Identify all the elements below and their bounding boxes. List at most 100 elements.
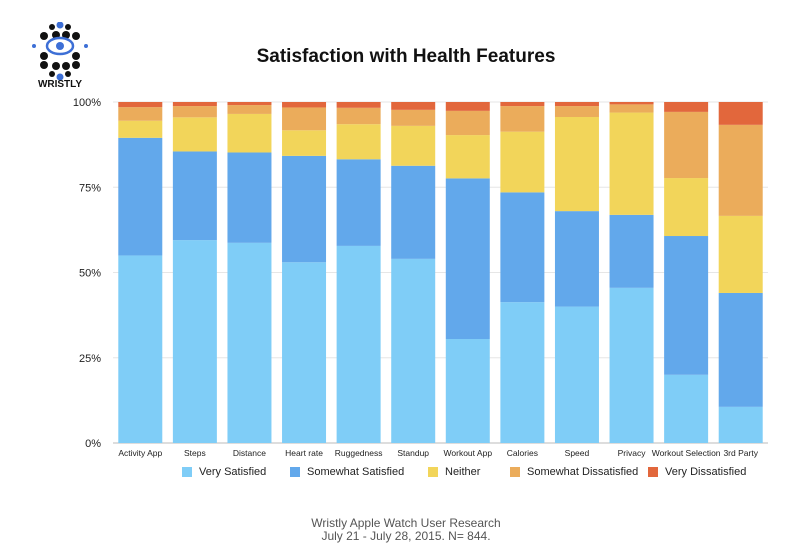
x-tick-label: Heart rate (285, 448, 323, 458)
bar-segment-neither (336, 124, 381, 160)
bar-segment-very-satisfied (664, 374, 709, 443)
bar-segment-very-dissatisfied (718, 102, 763, 125)
legend-label: Somewhat Dissatisfied (527, 466, 639, 478)
bar-segment-somewhat-dissatisfied (282, 107, 327, 131)
bar-segment-somewhat-satisfied (227, 152, 272, 243)
x-tick-label: Steps (184, 448, 206, 458)
bar-segment-neither (227, 113, 272, 153)
legend-item: Somewhat Dissatisfied (510, 466, 638, 478)
bar-segment-somewhat-dissatisfied (336, 107, 381, 125)
bar-segment-very-satisfied (282, 262, 327, 443)
y-tick-label: 100% (73, 97, 101, 109)
bar-segment-very-dissatisfied (118, 102, 163, 108)
bar-segment-very-dissatisfied (500, 102, 545, 107)
bar-segment-very-satisfied (609, 287, 654, 443)
bar-segment-somewhat-satisfied (336, 159, 381, 246)
bar-segment-somewhat-dissatisfied (172, 106, 217, 118)
legend-swatch (182, 467, 192, 477)
bar-segment-neither (554, 117, 599, 212)
bar-segment-somewhat-dissatisfied (718, 124, 763, 216)
bar-segment-very-dissatisfied (391, 102, 436, 110)
y-tick-label: 75% (79, 182, 101, 194)
bar-segment-very-dissatisfied (609, 102, 654, 105)
x-tick-label: Workout Selection (652, 448, 721, 458)
x-tick-label: Privacy (618, 448, 647, 458)
legend-item: Somewhat Satisfied (290, 466, 404, 478)
x-tick-label: 3rd Party (723, 448, 758, 458)
bar-segment-somewhat-dissatisfied (445, 110, 490, 136)
bar-segment-somewhat-dissatisfied (609, 104, 654, 113)
bar-segment-very-satisfied (554, 306, 599, 443)
x-tick-label: Distance (233, 448, 266, 458)
bar-segment-somewhat-dissatisfied (227, 105, 272, 114)
bar-segment-somewhat-satisfied (500, 192, 545, 303)
bar-segment-very-dissatisfied (445, 102, 490, 111)
legend: Very Satisfied Somewhat Satisfied Neither S… (0, 466, 800, 482)
bar-segment-very-satisfied (718, 406, 763, 443)
wristly-logo: WRISTLY (32, 22, 88, 88)
bar-segment-somewhat-dissatisfied (500, 106, 545, 132)
legend-swatch (510, 467, 520, 477)
footer-dates: July 21 - July 28, 2015. N= 844. (321, 529, 491, 543)
legend-swatch (428, 467, 438, 477)
x-tick-label: Activity App (118, 448, 162, 458)
y-tick-label: 50% (79, 268, 101, 280)
legend-label: Neither (445, 466, 481, 478)
y-tick-label: 0% (85, 438, 101, 450)
legend-label: Somewhat Satisfied (307, 466, 405, 478)
legend-item: Very Dissatisfied (648, 466, 746, 478)
bar-segment-very-dissatisfied (664, 102, 709, 112)
x-tick-label: Standup (397, 448, 429, 458)
bar-segment-somewhat-satisfied (718, 292, 763, 407)
bar-segment-very-satisfied (500, 302, 545, 443)
bar-segment-very-satisfied (118, 255, 163, 443)
legend-item: Very Satisfied (182, 466, 266, 478)
legend-swatch (648, 467, 658, 477)
bar-segment-somewhat-satisfied (445, 178, 490, 339)
x-tick-label: Calories (507, 448, 538, 458)
bar-segment-very-dissatisfied (227, 102, 272, 106)
bar-segment-very-satisfied (391, 258, 436, 443)
chart-title: Satisfaction with Health Features (256, 46, 556, 67)
bar-segment-very-dissatisfied (282, 102, 327, 108)
bar-segment-somewhat-satisfied (664, 236, 709, 375)
bar-segment-neither (664, 178, 709, 237)
bar-segment-somewhat-satisfied (282, 155, 327, 263)
y-tick-label: 25% (79, 353, 101, 365)
bar-segment-very-satisfied (227, 242, 272, 443)
svg-text:WRISTLY: WRISTLY (38, 79, 82, 88)
bar-segment-very-dissatisfied (172, 102, 217, 107)
bar-segment-somewhat-dissatisfied (118, 107, 163, 121)
footer-source: Wristly Apple Watch User Research (311, 516, 501, 530)
bar-segment-neither (282, 130, 327, 156)
stacked-bar-chart: 0% 25% 50% 75% 100% Activity App Steps Distance… (73, 97, 768, 458)
bar-segment-very-satisfied (445, 338, 490, 443)
bar-segment-neither (609, 112, 654, 215)
bar-segment-somewhat-dissatisfied (554, 106, 599, 118)
bar-segment-somewhat-satisfied (172, 151, 217, 241)
bar-segment-neither (718, 215, 763, 293)
bar-segment-neither (500, 131, 545, 193)
bar-segment-very-satisfied (172, 240, 217, 443)
bar-segment-somewhat-satisfied (391, 165, 436, 259)
bar-segment-neither (118, 120, 163, 138)
x-tick-label: Workout App (444, 448, 493, 458)
bar-segment-somewhat-dissatisfied (664, 111, 709, 179)
legend-swatch (290, 467, 300, 477)
bar-segment-somewhat-satisfied (609, 214, 654, 288)
bar-segment-somewhat-satisfied (118, 137, 163, 256)
bar-segment-neither (391, 125, 436, 166)
x-tick-label: Speed (565, 448, 590, 458)
legend-label: Very Satisfied (199, 466, 267, 478)
bar-segment-very-dissatisfied (554, 102, 599, 107)
legend-item: Neither (428, 466, 480, 478)
bar-segment-neither (445, 135, 490, 179)
bar-segment-somewhat-dissatisfied (391, 109, 436, 126)
x-tick-label: Ruggedness (335, 448, 383, 458)
bar-segment-very-dissatisfied (336, 102, 381, 108)
footer: Wristly Apple Watch User Research July 2… (0, 517, 800, 543)
bar-segment-somewhat-satisfied (554, 211, 599, 307)
legend-label: Very Dissatisfied (665, 466, 747, 478)
bar-segment-neither (172, 117, 217, 152)
bar-segment-very-satisfied (336, 245, 381, 443)
